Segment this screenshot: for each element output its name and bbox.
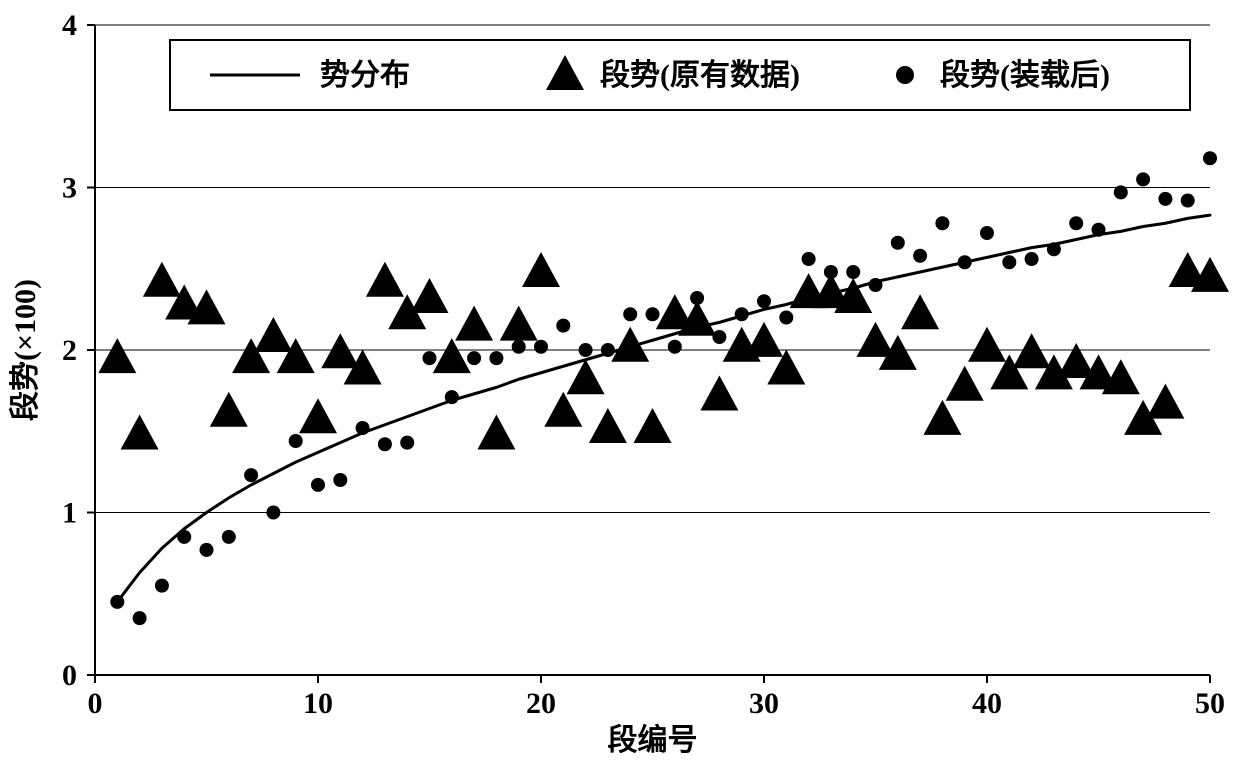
marker-circle xyxy=(356,421,370,435)
y-tick-label: 3 xyxy=(62,172,77,205)
marker-circle xyxy=(222,530,236,544)
marker-circle xyxy=(289,434,303,448)
marker-triangle xyxy=(366,262,404,297)
x-tick-label: 0 xyxy=(88,687,103,720)
marker-circle xyxy=(534,340,548,354)
marker-triangle xyxy=(923,400,961,435)
marker-triangle xyxy=(500,306,538,341)
marker-circle xyxy=(311,478,325,492)
marker-triangle xyxy=(455,306,493,341)
marker-circle xyxy=(869,278,883,292)
x-tick-label: 10 xyxy=(303,687,333,720)
marker-triangle xyxy=(968,327,1006,362)
marker-circle xyxy=(177,530,191,544)
marker-circle xyxy=(579,343,593,357)
marker-circle xyxy=(891,236,905,250)
y-tick-label: 2 xyxy=(62,334,77,367)
marker-circle xyxy=(110,595,124,609)
legend-label: 段势(装载后) xyxy=(940,58,1110,92)
marker-triangle xyxy=(299,398,337,433)
marker-triangle xyxy=(544,392,582,427)
marker-triangle xyxy=(98,338,136,373)
marker-circle xyxy=(1136,172,1150,186)
marker-triangle xyxy=(946,366,984,401)
marker-circle xyxy=(512,340,526,354)
y-tick-label: 0 xyxy=(62,659,77,692)
marker-circle xyxy=(824,265,838,279)
x-tick-label: 20 xyxy=(526,687,556,720)
marker-circle xyxy=(735,307,749,321)
marker-circle xyxy=(200,543,214,557)
marker-circle xyxy=(1002,255,1016,269)
marker-circle xyxy=(1158,192,1172,206)
marker-circle xyxy=(333,473,347,487)
marker-triangle xyxy=(121,415,159,450)
marker-circle xyxy=(846,265,860,279)
marker-triangle xyxy=(1013,333,1051,368)
marker-circle xyxy=(779,311,793,325)
marker-circle xyxy=(489,351,503,365)
marker-circle xyxy=(712,330,726,344)
marker-circle xyxy=(378,437,392,451)
chart-svg: 0 10 20 30 40 50 0 1 2 3 4 段编号 段势(×100) 势分布 段势(原有数据) 段势… xyxy=(0,0,1240,772)
marker-triangle xyxy=(1146,384,1184,419)
marker-triangle xyxy=(433,338,471,373)
marker-triangle xyxy=(210,392,248,427)
marker-circle xyxy=(1181,194,1195,208)
marker-triangle xyxy=(254,317,292,352)
marker-triangle xyxy=(143,262,181,297)
marker-circle xyxy=(913,249,927,263)
x-axis-title: 段编号 xyxy=(608,723,698,757)
legend-label: 段势(原有数据) xyxy=(600,58,800,92)
y-axis-title: 段势(×100) xyxy=(8,279,42,421)
marker-circle xyxy=(1047,242,1061,256)
marker-triangle xyxy=(522,252,560,287)
marker-circle xyxy=(668,340,682,354)
legend-sample-triangle xyxy=(546,55,584,90)
y-tick-label: 1 xyxy=(62,497,77,530)
legend-sample-circle xyxy=(896,66,914,84)
marker-triangle xyxy=(321,333,359,368)
marker-circle xyxy=(467,351,481,365)
marker-triangle xyxy=(745,322,783,357)
marker-triangle xyxy=(589,408,627,443)
chart-container: 0 10 20 30 40 50 0 1 2 3 4 段编号 段势(×100) 势分布 段势(原有数据) 段势… xyxy=(0,0,1240,772)
marker-triangle xyxy=(477,415,515,450)
marker-circle xyxy=(690,291,704,305)
x-tick-label: 40 xyxy=(972,687,1002,720)
marker-circle xyxy=(445,390,459,404)
marker-circle xyxy=(623,307,637,321)
marker-circle xyxy=(244,468,258,482)
marker-circle xyxy=(556,319,570,333)
y-tick-label: 4 xyxy=(62,9,77,42)
marker-triangle xyxy=(901,294,939,329)
marker-circle xyxy=(1203,151,1217,165)
marker-circle xyxy=(400,436,414,450)
marker-triangle xyxy=(700,376,738,411)
marker-triangle xyxy=(411,278,449,313)
marker-circle xyxy=(133,611,147,625)
marker-circle xyxy=(155,579,169,593)
marker-circle xyxy=(601,343,615,357)
marker-circle xyxy=(1092,223,1106,237)
x-tick-label: 30 xyxy=(749,687,779,720)
series-trend-line xyxy=(117,215,1210,602)
marker-circle xyxy=(980,226,994,240)
marker-circle xyxy=(757,294,771,308)
marker-circle xyxy=(1114,185,1128,199)
marker-circle xyxy=(1069,216,1083,230)
x-tick-label: 50 xyxy=(1195,687,1225,720)
marker-circle xyxy=(423,351,437,365)
marker-circle xyxy=(266,506,280,520)
marker-circle xyxy=(935,216,949,230)
marker-circle xyxy=(958,255,972,269)
marker-triangle xyxy=(634,408,672,443)
marker-circle xyxy=(802,252,816,266)
legend-label: 势分布 xyxy=(320,59,410,92)
marker-circle xyxy=(1025,252,1039,266)
marker-circle xyxy=(646,307,660,321)
